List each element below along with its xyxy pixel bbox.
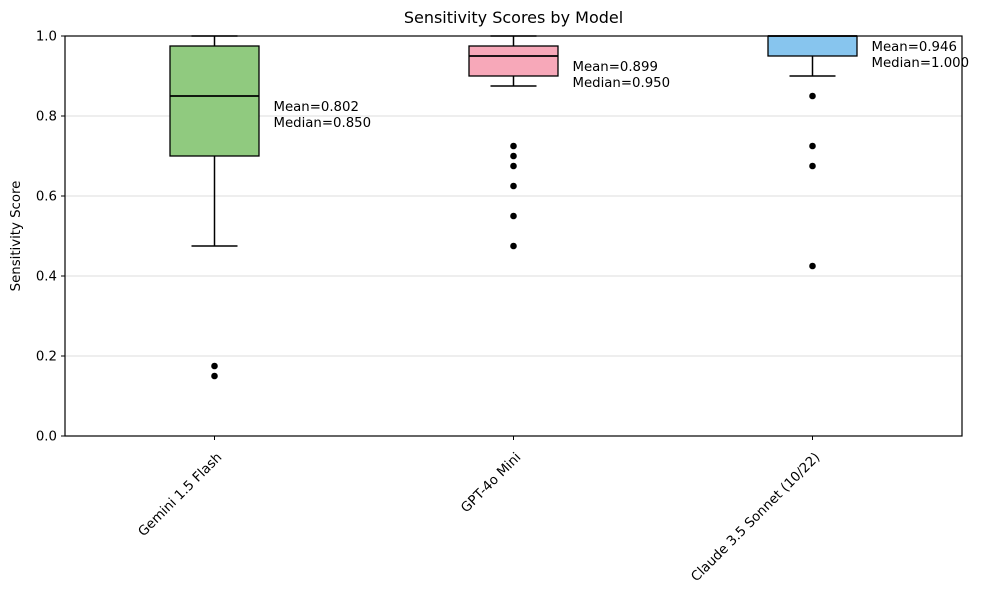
iqr-box (169, 45, 260, 157)
y-tick-label: 1.0 (36, 30, 57, 45)
plot-layer: 0.0 0.2 0.4 0.6 0.8 1.0 Gemini 1.5 Flash GPT-4o… (36, 30, 969, 585)
outlier-point (211, 362, 218, 370)
outlier-point (809, 262, 816, 270)
y-tick-label: 0.6 (36, 190, 57, 205)
outlier-point (510, 242, 517, 250)
y-tick-label: 0.2 (36, 350, 57, 365)
outlier-point (809, 162, 816, 170)
outlier-point (510, 162, 517, 170)
iqr-box (468, 45, 559, 77)
outlier-point (809, 92, 816, 100)
plot-frame (64, 35, 963, 437)
outlier-point (809, 142, 816, 150)
x-tick-label: Claude 3.5 Sonnet (10/22) (689, 450, 824, 585)
outlier-point (510, 142, 517, 150)
x-tick-label: Gemini 1.5 Flash (136, 450, 226, 540)
y-axis-label: Sensitivity Score (9, 181, 24, 292)
outlier-point (510, 182, 517, 190)
stats-annotation-line: Mean=0.802 (274, 100, 359, 115)
outlier-point (510, 152, 517, 160)
stats-annotation-line: Median=0.850 (274, 116, 372, 131)
stats-annotation-line: Mean=0.946 (872, 40, 957, 55)
outlier-point (211, 372, 218, 380)
y-tick-label: 0.8 (36, 110, 57, 125)
stats-annotation-line: Median=1.000 (872, 56, 970, 71)
iqr-box (767, 35, 858, 57)
chart-title: Sensitivity Scores by Model (404, 8, 623, 27)
y-tick-label: 0.4 (36, 270, 57, 285)
outlier-point (510, 212, 517, 220)
stats-annotation-line: Mean=0.899 (573, 60, 658, 75)
x-tick-label: GPT-4o Mini (458, 450, 524, 516)
y-tick-label: 0.0 (36, 430, 57, 445)
stats-annotation-line: Median=0.950 (573, 76, 671, 91)
